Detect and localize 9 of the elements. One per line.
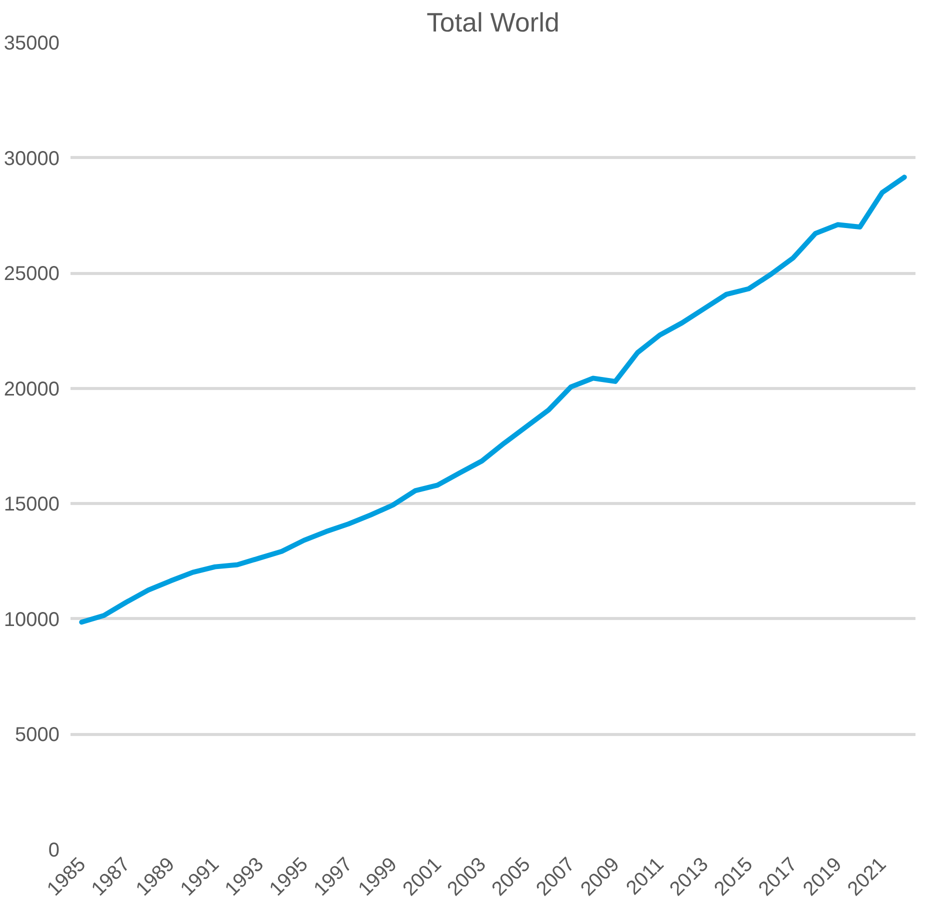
y-tick-label: 20000: [4, 378, 60, 400]
y-tick-label: 10000: [4, 608, 60, 631]
y-tick-label: 25000: [4, 263, 60, 286]
y-tick-label: 15000: [4, 494, 60, 516]
y-tick-label: 0: [48, 840, 60, 862]
y-tick-label: 5000: [15, 724, 60, 746]
y-tick-label: 35000: [4, 32, 60, 54]
chart-title: Total World: [426, 8, 560, 38]
y-tick-label: 30000: [4, 148, 60, 170]
